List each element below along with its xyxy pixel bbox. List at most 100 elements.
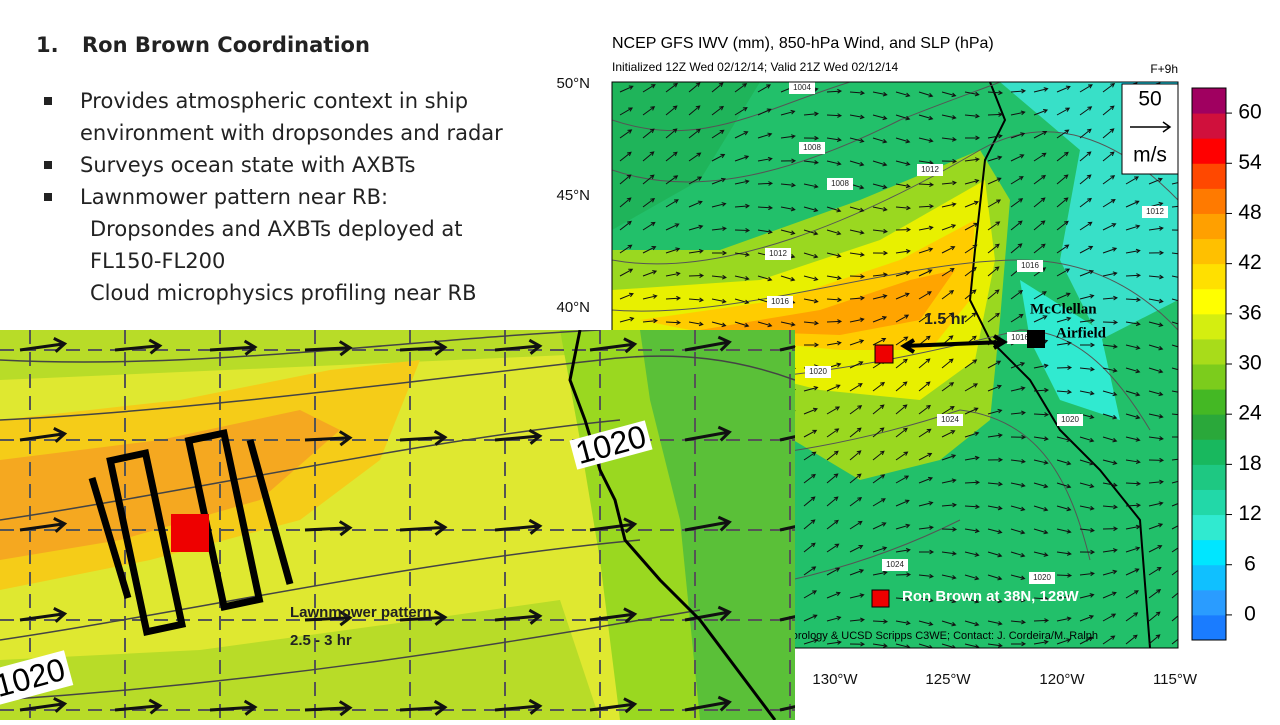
wind-arrow	[987, 505, 1003, 511]
contour-label: 1004	[793, 83, 811, 92]
wind-arrow	[1079, 84, 1093, 93]
wind-arrow	[1079, 318, 1095, 324]
wind-arrow	[1171, 275, 1178, 278]
wind-arrow	[734, 83, 748, 93]
wind-arrow	[1148, 566, 1162, 576]
wind-arrow	[780, 321, 796, 327]
wind-arrow	[1125, 503, 1142, 508]
contour-label-box	[1142, 206, 1168, 218]
lat-label: 45°N	[556, 187, 590, 204]
wind-arrow	[1171, 413, 1178, 416]
colorbar-swatch	[1192, 464, 1226, 490]
wind-arrow	[734, 155, 750, 162]
bullet	[44, 161, 52, 169]
contour-label-box	[917, 164, 943, 176]
wind-arrow	[1125, 176, 1139, 185]
wind-arrow	[665, 175, 679, 185]
wind-arrow	[826, 206, 842, 213]
wind-arrow	[895, 523, 911, 530]
wind-arrow	[1056, 365, 1073, 370]
wind-arrow	[964, 135, 981, 141]
wind-arrow	[1010, 505, 1026, 512]
wind-arrow	[849, 641, 866, 647]
wind-arrow	[849, 450, 862, 461]
wind-arrow	[1171, 229, 1178, 231]
wind-arrow	[1033, 387, 1050, 393]
heading-number: 1.	[36, 33, 59, 57]
wind-arrow	[1079, 482, 1095, 489]
wind-arrow	[803, 614, 818, 622]
colorbar-label: 24	[1238, 402, 1262, 425]
wind-arrow	[209, 339, 258, 356]
wind-arrow	[711, 274, 727, 280]
wind-arrow	[872, 183, 888, 190]
wind-key-speed: 50	[1138, 88, 1161, 111]
wind-arrow	[1010, 434, 1027, 440]
wind-arrow	[918, 269, 933, 277]
wind-arrow	[1102, 223, 1117, 231]
contour-label: 1012	[1146, 207, 1164, 216]
wind-arrow	[1148, 344, 1164, 351]
wind-arrow	[1102, 413, 1118, 420]
wind-arrow	[734, 275, 750, 281]
wind-arrow	[1102, 569, 1118, 576]
colorbar-swatch	[1192, 288, 1226, 315]
wind-arrow	[964, 383, 978, 392]
wind-arrow	[849, 274, 866, 279]
wind-arrow	[849, 545, 864, 553]
wind-arrow	[399, 429, 448, 446]
airfield-marker	[1027, 330, 1045, 348]
wind-arrow	[895, 160, 911, 166]
wind-arrow	[1079, 636, 1094, 645]
wind-arrow	[987, 177, 1002, 185]
wind-arrow	[1148, 611, 1161, 622]
wind-arrow	[849, 295, 865, 301]
wind-arrow	[304, 340, 353, 357]
wind-arrow	[734, 252, 750, 257]
wind-arrow	[872, 643, 888, 648]
colorbar-label: 48	[1238, 201, 1261, 224]
wind-arrow	[1056, 129, 1070, 139]
wind-arrow	[895, 451, 909, 461]
wind-arrow	[1010, 243, 1023, 254]
wind-arrow	[872, 619, 889, 624]
wind-arrow	[1079, 571, 1095, 577]
wind-arrow	[918, 203, 935, 209]
wind-arrow	[941, 643, 957, 648]
wind-arrow	[1033, 87, 1049, 93]
wind-arrow	[1125, 224, 1141, 231]
lon-label: 115°W	[1153, 671, 1198, 688]
wind-arrow	[941, 91, 957, 98]
wind-arrow	[711, 226, 727, 232]
wind-arrow	[1148, 589, 1162, 599]
colorbar-swatch	[1192, 338, 1226, 365]
wind-arrow	[780, 229, 796, 235]
wind-arrow	[1079, 366, 1095, 372]
wind-arrow	[1056, 482, 1072, 489]
wind-arrow	[688, 249, 704, 254]
wind-arrow	[941, 454, 957, 461]
wind-arrow	[399, 609, 448, 626]
wind-arrow	[688, 224, 704, 231]
colorbar-swatch	[1192, 213, 1226, 240]
wind-arrow	[895, 249, 911, 254]
wind-arrow	[642, 318, 658, 324]
lon-label: 120°W	[1039, 671, 1085, 688]
wind-arrow	[849, 593, 865, 599]
wind-arrow	[918, 114, 934, 121]
wind-arrow	[849, 339, 865, 346]
wind-arrow	[684, 515, 732, 532]
wind-arrow	[872, 228, 888, 234]
wind-arrow	[895, 572, 912, 577]
contour-label-box	[789, 82, 815, 94]
wind-arrow	[1125, 297, 1142, 303]
wind-arrow	[1125, 481, 1142, 486]
wind-arrow	[803, 638, 819, 645]
wind-arrow	[688, 82, 701, 93]
wind-arrow	[849, 206, 865, 213]
wind-arrow	[872, 570, 888, 576]
wind-arrow	[849, 617, 865, 623]
wind-arrow	[1033, 436, 1049, 441]
wind-arrow	[1010, 597, 1026, 603]
